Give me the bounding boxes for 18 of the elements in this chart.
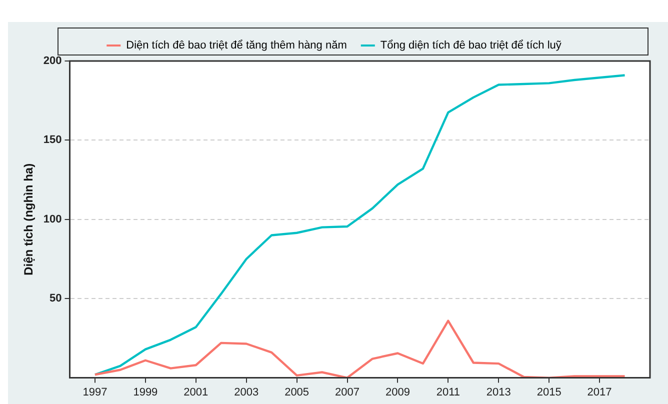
- x-tick-label: 1997: [82, 386, 108, 398]
- legend-label: Diện tích đê bao triệt để tăng thêm hàng năm: [126, 40, 347, 52]
- y-tick-label: 100: [43, 213, 62, 226]
- x-tick-label: 2001: [184, 386, 208, 398]
- x-tick-label: 2009: [385, 386, 410, 398]
- x-tick-label: 2011: [436, 386, 460, 398]
- x-tick-label: 2007: [335, 386, 360, 398]
- y-tick-label: 200: [43, 55, 62, 68]
- x-tick-label: 2003: [234, 386, 259, 398]
- y-tick-label: 50: [50, 292, 62, 305]
- x-tick-label: 2013: [486, 386, 511, 398]
- x-tick-label: 2017: [587, 386, 612, 398]
- legend-label: Tổng diện tích đê bao triệt để tích luỹ: [380, 40, 562, 52]
- x-tick-label: 1999: [133, 386, 158, 398]
- y-tick-label: 150: [43, 134, 62, 146]
- y-axis-title: Diện tích (nghìn ha): [22, 163, 36, 276]
- x-tick-label: 2015: [536, 386, 562, 398]
- x-tick-label: 2005: [284, 386, 310, 398]
